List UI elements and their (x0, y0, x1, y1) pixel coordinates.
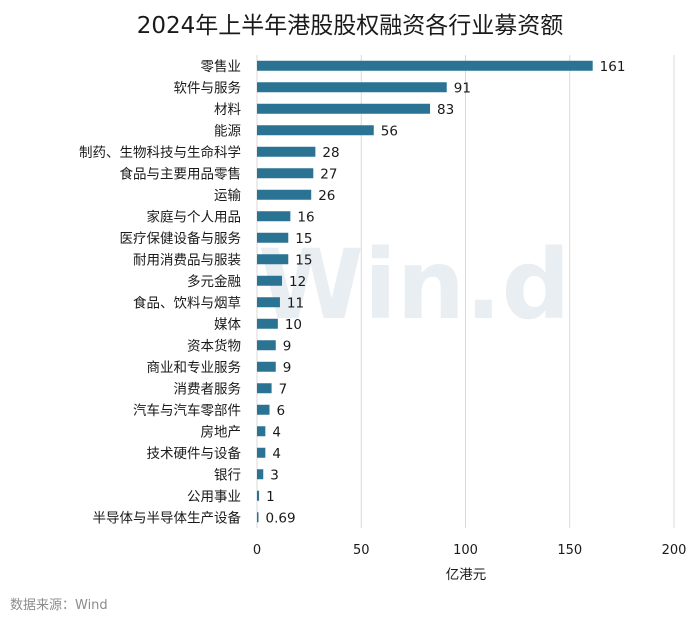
category-label: 资本货物 (187, 337, 241, 354)
category-label: 食品、饮料与烟草 (133, 294, 241, 311)
value-label: 83 (437, 102, 454, 118)
category-label: 材料 (214, 102, 241, 118)
category-label: 银行 (214, 467, 241, 483)
category-label: 半导体与半导体生产设备 (93, 509, 242, 526)
category-label: 公用事业 (187, 489, 241, 505)
value-label: 9 (283, 360, 292, 376)
value-label: 9 (283, 338, 292, 354)
bar (257, 168, 314, 179)
category-label: 商业和专业服务 (147, 360, 242, 376)
x-tick-label: 100 (453, 543, 478, 558)
bar (257, 469, 264, 480)
value-label: 15 (295, 252, 312, 268)
category-label: 多元金融 (187, 273, 241, 290)
category-label: 耐用消费品与服装 (133, 252, 241, 268)
category-label: 家庭与个人用品 (147, 208, 242, 225)
category-label: 技术硬件与设备 (147, 445, 242, 462)
value-label: 12 (289, 274, 306, 290)
value-label: 27 (320, 166, 337, 182)
bar (257, 297, 280, 308)
value-label: 11 (287, 295, 304, 311)
x-tick-label: 0 (253, 543, 261, 558)
category-label: 医疗保健设备与服务 (120, 230, 242, 247)
category-labels: 零售业软件与服务材料能源制药、生物科技与生命科学食品与主要用品零售运输家庭与个人… (79, 59, 241, 527)
value-label: 10 (285, 317, 302, 333)
category-label: 软件与服务 (174, 80, 242, 96)
bar (257, 340, 276, 351)
bar (257, 426, 266, 437)
x-tick-label: 50 (353, 543, 370, 558)
bar (257, 275, 283, 286)
bar (257, 447, 266, 458)
value-label: 4 (272, 424, 281, 440)
category-label: 食品与主要用品零售 (120, 165, 242, 182)
value-label: 26 (318, 188, 335, 204)
bar (257, 404, 270, 415)
bar (257, 146, 316, 157)
bars (257, 60, 593, 523)
value-label: 16 (297, 209, 314, 225)
bar (257, 125, 374, 136)
value-label: 28 (322, 145, 339, 161)
x-tick-label: 150 (557, 543, 582, 558)
value-label: 91 (454, 80, 471, 96)
value-label: 4 (272, 446, 281, 462)
value-label: 161 (600, 59, 626, 75)
bar (257, 211, 291, 222)
value-label: 6 (277, 403, 286, 419)
x-axis-title: 亿港元 (446, 567, 487, 583)
watermark: Win.d (258, 229, 570, 341)
chart-title: 2024年上半年港股股权融资各行业募资额 (136, 13, 564, 39)
value-label: 1 (266, 489, 275, 505)
x-tick-label: 200 (662, 543, 687, 558)
value-label: 15 (295, 231, 312, 247)
bar (257, 361, 276, 372)
bar (257, 383, 272, 394)
category-label: 汽车与汽车零部件 (133, 402, 241, 419)
category-label: 零售业 (201, 59, 242, 75)
category-label: 房地产 (201, 424, 242, 440)
value-label: 7 (279, 381, 288, 397)
bar (257, 60, 593, 71)
bar (257, 232, 289, 243)
bar (257, 82, 447, 93)
source-note: 数据来源：Wind (10, 598, 108, 613)
x-tick-labels: 0 50 100 150 200 (253, 543, 687, 558)
value-label: 0.69 (266, 510, 296, 526)
bar (257, 254, 289, 265)
bar (257, 490, 260, 501)
category-label: 消费者服务 (174, 381, 242, 397)
bar (257, 103, 431, 114)
category-label: 制药、生物科技与生命科学 (79, 144, 241, 161)
bar (257, 512, 259, 523)
bar (257, 318, 278, 329)
bar (257, 189, 312, 200)
category-label: 运输 (214, 188, 241, 204)
category-label: 能源 (214, 123, 241, 139)
value-label: 56 (381, 123, 398, 139)
category-label: 媒体 (214, 317, 241, 333)
value-label: 3 (270, 467, 279, 483)
